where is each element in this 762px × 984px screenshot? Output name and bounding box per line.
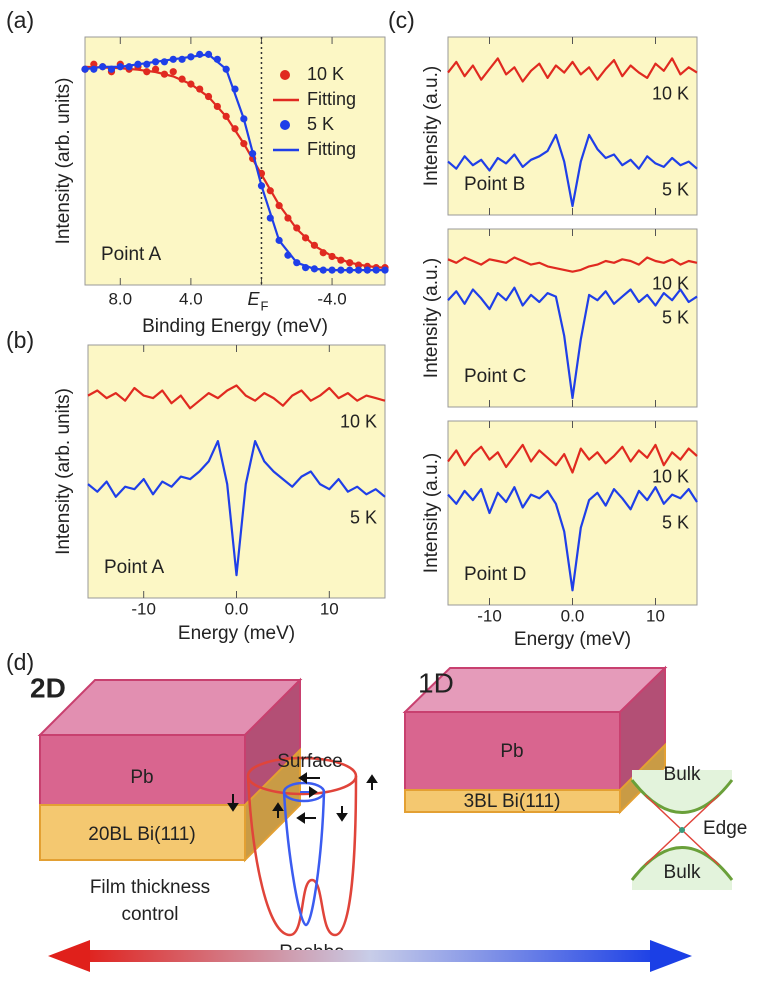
x-tick-label: 8.0 — [108, 289, 132, 308]
series-label: 5 K — [350, 508, 377, 528]
y-axis-label: Intensity (arb. units) — [53, 78, 74, 245]
spin-arrows — [227, 772, 378, 824]
series-label: 10 K — [652, 467, 689, 487]
legend-label: 10 K — [307, 64, 344, 84]
y-axis-label: Intensity (arb. units) — [53, 388, 74, 555]
annotation: Point D — [464, 564, 526, 585]
bulk-band-edge — [630, 846, 734, 881]
series-line — [447, 443, 698, 474]
x-tick-label-subscript: F — [260, 298, 268, 313]
bulk-band-edge — [630, 779, 734, 814]
chart: -10 0.0 10 Energy (meV) Intensity (a.u.) 10 K… — [421, 420, 698, 650]
bulk-band — [632, 847, 732, 890]
x-tick-label: 0.0 — [225, 599, 249, 618]
panel-label: (d) — [6, 649, 34, 675]
panel-label: (c) — [388, 7, 415, 33]
x-axis-label: Binding Energy (meV) — [142, 316, 328, 337]
diagram: 2D Pb 20BL Bi(111) Surface Film thicknes… — [30, 665, 747, 972]
y-axis-label: Intensity (a.u.) — [421, 258, 442, 378]
annotation: Film thickness — [90, 877, 210, 898]
layer-label: Pb — [130, 767, 153, 788]
annotation: Bulk — [664, 764, 701, 785]
plot-area — [84, 36, 386, 286]
x-tick-label: 10 — [320, 599, 339, 618]
series-line — [447, 133, 698, 208]
x-tick-label: 4.0 — [179, 289, 203, 308]
x-tick-label: -10 — [131, 599, 156, 618]
bi-side — [244, 747, 301, 863]
chart: 8.0 4.0 E F -4.0 Binding Energy (meV) Intensit… — [53, 36, 389, 337]
series-line — [447, 486, 698, 592]
rashba-band — [282, 791, 326, 927]
diagram-title: 1D — [418, 667, 454, 698]
annotation: Point B — [464, 174, 525, 195]
legend-label: 5 K — [307, 114, 334, 134]
x-axis-label: Energy (meV) — [178, 623, 295, 644]
y-axis-label: Intensity (a.u.) — [421, 66, 442, 186]
annotation: Point A — [101, 244, 162, 265]
panel-label: (b) — [6, 327, 34, 353]
legend-label: Fitting — [307, 139, 356, 159]
gradient-arrow — [82, 950, 658, 962]
annotation: Surface — [277, 751, 342, 772]
x-tick-label: E — [247, 289, 260, 309]
data-point — [81, 65, 89, 73]
panel-label: (a) — [6, 7, 34, 33]
series-label: 5 K — [662, 307, 689, 327]
series-line — [87, 440, 386, 577]
rashba-band — [246, 775, 358, 937]
chart: -10 0.0 10 Energy (meV) Intensity (arb. unit… — [53, 344, 386, 644]
x-tick-label: 0.0 — [561, 606, 585, 625]
plot-area — [447, 36, 698, 216]
series-label: 10 K — [340, 411, 377, 431]
series-label: 10 K — [652, 274, 689, 294]
arrow-head — [650, 940, 692, 972]
annotation: Edge — [703, 818, 747, 839]
annotation: Bulk — [664, 862, 701, 883]
dirac-point — [679, 827, 685, 833]
x-tick-label: -10 — [477, 606, 502, 625]
annotation: Point C — [464, 366, 526, 387]
annotation: control — [121, 904, 178, 925]
series-line — [447, 256, 698, 273]
x-tick-label: -4.0 — [317, 289, 346, 308]
layer-label: 3BL Bi(111) — [464, 791, 561, 812]
bulk-band — [632, 770, 732, 813]
layer-label: 20BL Bi(111) — [88, 824, 195, 845]
series-line — [447, 57, 698, 83]
plot-area — [87, 344, 386, 599]
diagram-title: 2D — [30, 672, 66, 703]
chart: Intensity (a.u.) 10 K 5 K Point B — [421, 36, 698, 216]
arrow-head — [48, 940, 90, 972]
annotation: Point A — [104, 557, 165, 578]
series-line — [84, 65, 386, 269]
series-label: 5 K — [662, 179, 689, 199]
layer-label: Pb — [500, 741, 523, 762]
series-line — [447, 286, 698, 400]
legend-label: Fitting — [307, 89, 356, 109]
y-axis-label: Intensity (a.u.) — [421, 453, 442, 573]
x-axis-label: Energy (meV) — [514, 629, 631, 650]
series-line — [84, 53, 385, 272]
pb-front — [39, 734, 246, 806]
series-label: 5 K — [662, 513, 689, 533]
series-line — [87, 384, 386, 410]
x-tick-label: 10 — [646, 606, 665, 625]
pb-front — [404, 711, 621, 791]
chart: Intensity (a.u.) 10 K 5 K Point C — [421, 228, 698, 408]
legend-marker — [280, 120, 290, 130]
legend-marker — [280, 70, 290, 80]
series-label: 10 K — [652, 83, 689, 103]
data-point — [169, 68, 177, 76]
